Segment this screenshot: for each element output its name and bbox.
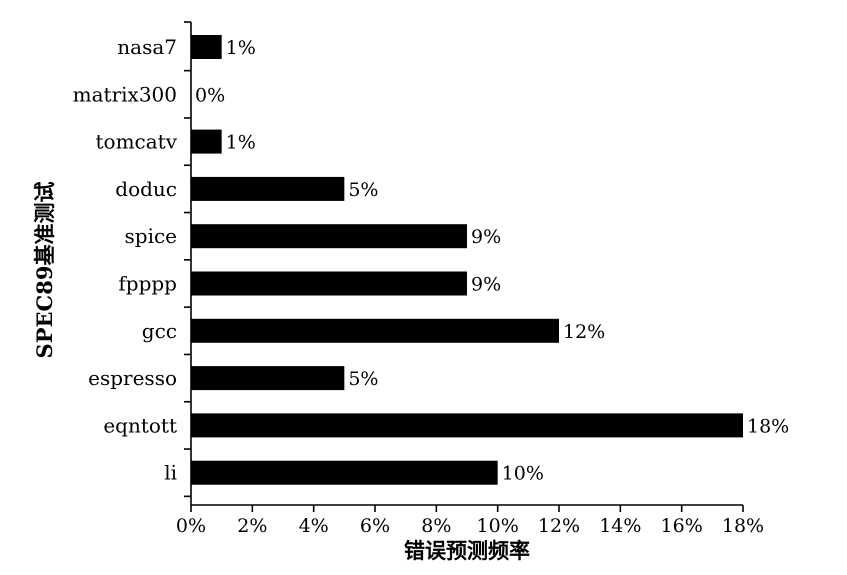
x-tick-label: 10% (477, 515, 519, 537)
value-label-gcc: 12% (563, 321, 605, 343)
value-label-eqntott: 18% (747, 415, 789, 437)
value-label-matrix300: 0% (195, 84, 225, 106)
x-tick-label: 16% (661, 515, 703, 537)
y-axis-title: SPEC89基准测试 (32, 182, 57, 359)
value-label-spice: 9% (471, 226, 501, 248)
category-label-fpppp: fpppp (118, 272, 177, 296)
x-tick-label: 0% (176, 515, 206, 537)
x-tick-label: 6% (360, 515, 390, 537)
x-axis-title: 错误预测频率 (404, 538, 530, 563)
value-label-li: 10% (502, 463, 544, 485)
category-label-gcc: gcc (142, 319, 177, 343)
bar-fpppp (191, 271, 467, 296)
category-label-nasa7: nasa7 (117, 35, 177, 59)
category-label-tomcatv: tomcatv (95, 130, 177, 154)
x-tick-label: 2% (237, 515, 267, 537)
bar-li (191, 460, 498, 485)
category-label-matrix300: matrix300 (73, 82, 177, 106)
value-labels-group: 1% 0% 1% 5% 9% 9% 12% 5% 18% 10% (195, 37, 789, 485)
value-label-nasa7: 1% (226, 37, 256, 59)
category-label-spice: spice (125, 224, 178, 248)
category-labels-group: nasa7 matrix300 tomcatv doduc spice fpppp gcc e… (73, 21, 191, 498)
bar-tomcatv (191, 129, 222, 154)
x-tick-label: 14% (599, 515, 641, 537)
value-label-tomcatv: 1% (226, 132, 256, 154)
category-label-li: li (164, 461, 177, 485)
bar-espresso (191, 366, 345, 391)
x-tick-label: 4% (299, 515, 329, 537)
bars-group (191, 35, 743, 485)
bar-spice (191, 224, 467, 249)
x-ticks-group: 0% 2% 4% 6% 8% 10% 12% 14% 16% 18% (176, 505, 764, 537)
bar-doduc (191, 176, 345, 201)
x-tick-label: 18% (722, 515, 764, 537)
x-tick-label: 12% (538, 515, 580, 537)
bar-gcc (191, 318, 559, 343)
category-label-doduc: doduc (115, 177, 177, 201)
value-label-espresso: 5% (348, 368, 378, 390)
x-tick-label: 8% (421, 515, 451, 537)
category-label-espresso: espresso (88, 366, 177, 390)
value-label-doduc: 5% (348, 179, 378, 201)
category-label-eqntott: eqntott (103, 413, 177, 437)
bar-eqntott (191, 413, 743, 438)
bar-nasa7 (191, 35, 222, 59)
value-label-fpppp: 9% (471, 274, 501, 296)
